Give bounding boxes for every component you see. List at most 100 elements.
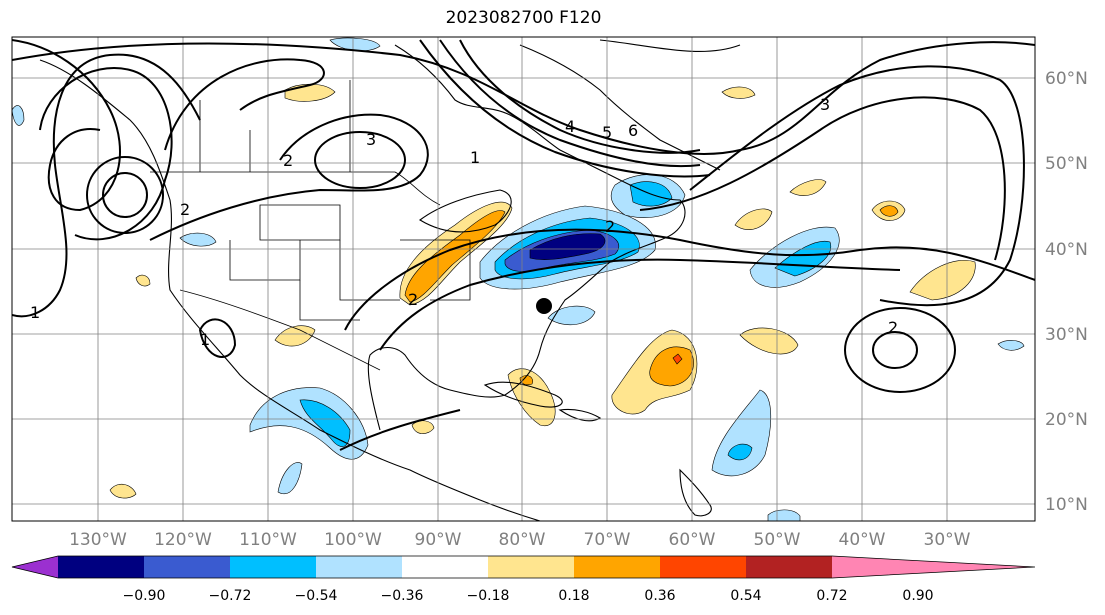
lon-label: 120°W [154,530,212,550]
colorbar-segment [488,556,574,578]
state-box-4 [299,280,360,321]
contour-label: 2 [605,217,615,236]
contour-line-north-long [12,41,1035,155]
contour-line-5 [439,39,701,168]
neg-blob-atlantic-inner [774,240,832,277]
pos-blob-greenland [721,86,756,99]
colorbar-tick-label: 0.72 [816,588,847,604]
graticule [12,37,1035,521]
contour-ring-mexico [198,318,237,358]
lon-label: 90°W [415,530,462,550]
pos-blob-pacific [109,483,137,499]
neg-blob-eastcoast-core [529,233,606,260]
colorbar-tick-label: 0.54 [730,588,761,604]
map-title: 2023082700 F120 [445,8,602,28]
lat-label: 50°N [1045,154,1088,174]
neg-blob-north [329,37,381,52]
pacific-coastline [39,59,541,521]
neg-blob-east-edge [997,340,1025,351]
neg-blob-caribbean [711,389,772,477]
lon-label: 50°W [754,530,801,550]
lat-label: 20°N [1045,410,1088,430]
arctic-islands [599,39,741,53]
neg-blob-offshore [547,305,596,326]
lat-label: 10°N [1045,495,1088,515]
lon-label: 40°W [839,530,886,550]
contour-label: 4 [565,117,575,136]
lon-label: 100°W [324,530,382,550]
map-layers: 1 2 3 4 5 6 2 2 3 2 1 2 1 [12,37,1035,521]
contour-line-south [339,409,461,451]
contour-line-3-west [39,67,173,241]
contour-label: 2 [180,200,190,219]
colorbar-segment [746,556,832,578]
pos-blob-central-atlantic [739,327,799,355]
state-box-3 [339,240,400,301]
colorbar-segment [402,556,488,578]
lat-label: 30°N [1045,325,1088,345]
contours [12,39,1035,451]
lat-axis: 60°N 50°N 40°N 30°N 20°N 10°N [1045,69,1088,515]
contour-line-trough [344,228,1035,331]
neg-blob-rockies [179,232,217,247]
south-america-coast [679,468,712,517]
contour-label: 1 [200,330,210,349]
colorbar-tick-label: −0.90 [123,588,166,604]
pos-blob-mexico-west [274,325,316,347]
cuba-outline [483,381,563,408]
neg-blob-pacific-south [277,462,303,495]
colorbar-tick-label: −0.54 [295,588,338,604]
pos-blob-atlantic-inner [649,346,694,387]
contour-label: 1 [30,303,40,322]
great-lakes [419,189,512,233]
us-canada-border [150,171,441,206]
neg-blob-caribbean-inner [727,443,753,461]
pos-blob-east-atlantic [909,260,976,301]
state-box-2 [229,240,301,281]
contour-label: 5 [602,123,612,142]
colorbar-min-extension [12,556,58,578]
pos-blob-mid-atlantic-inner [879,205,899,217]
colorbar-tick-label: −0.18 [467,588,510,604]
lon-label: 70°W [584,530,631,550]
contour-label: 2 [408,290,418,309]
colorbar-outline [11,555,1036,579]
contour-label: 2 [888,318,898,337]
contour-line-2-west [12,39,121,212]
pos-blob-california [135,274,151,287]
contour-label: 2 [283,151,293,170]
lat-label: 40°N [1045,240,1088,260]
contour-line-central [149,113,429,241]
lon-label: 110°W [239,530,297,550]
contour-ring-central [314,131,406,189]
colorbar-segment [574,556,660,578]
colorbar-tick-label: 0.36 [644,588,675,604]
contour-line-east-3 [689,65,1025,307]
contour-labels: 1 2 3 4 5 6 2 2 3 2 1 2 1 [30,95,898,349]
hispaniola-outline [558,408,602,422]
lon-axis: 130°W 120°W 110°W 100°W 90°W 80°W 70°W 6… [69,530,971,550]
contour-label: 3 [820,95,830,114]
lon-label: 130°W [69,530,127,550]
lon-label: 30°W [924,530,971,550]
colorbar-segment [144,556,230,578]
colorbar-segment [660,556,746,578]
contour-line-trough-2 [379,258,901,351]
state-box-5 [400,239,471,301]
contour-ring-east-inner [872,331,918,369]
contour-line-east-2 [639,96,1006,261]
pos-blob-atlantic-core [672,353,683,365]
contour-line-1-west [12,53,201,318]
neg-blob-westedge [12,105,25,126]
contour-label: 3 [366,130,376,149]
contour-ring-east [844,307,956,393]
colorbar-tick-label: 0.90 [902,588,933,604]
contour-line-6 [419,39,711,178]
borders [150,80,471,371]
storm-center-marker [536,298,552,314]
colorbar-tick-label: −0.72 [209,588,252,604]
neg-blob-mexico-inner [299,399,351,447]
colorbar-segment [230,556,316,578]
colorbar-segment [316,556,402,578]
